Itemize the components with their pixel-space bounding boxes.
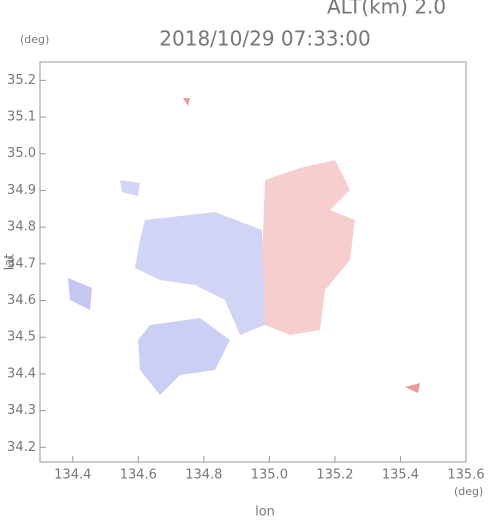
x-tick-label: 135.4: [382, 468, 419, 483]
y-tick-label: 34.5: [7, 330, 36, 345]
y-unit: (deg): [20, 33, 49, 46]
chart-title: 2018/10/29 07:33:00: [159, 27, 370, 51]
y-tick-label: 35.0: [7, 146, 36, 161]
y-axis-title: lat: [3, 254, 18, 271]
y-tick-label: 34.4: [7, 366, 36, 381]
altitude-label: ALT(km) 2.0: [327, 0, 446, 19]
x-unit: (deg): [454, 485, 483, 498]
y-tick-label: 34.6: [7, 293, 36, 308]
y-tick-label: 34.9: [7, 183, 36, 198]
x-tick-label: 135.2: [316, 468, 353, 483]
x-tick-label: 135.0: [251, 468, 288, 483]
plot-frame: [39, 61, 467, 463]
y-tick-label: 34.8: [7, 220, 36, 235]
x-tick-label: 134.6: [120, 468, 157, 483]
y-tick-label: 35.2: [7, 73, 36, 88]
x-tick-label: 134.4: [54, 468, 91, 483]
x-axis-title: lon: [255, 505, 275, 520]
echo-field: [68, 98, 420, 395]
x-tick-label: 135.6: [447, 468, 484, 483]
y-tick-label: 34.7: [7, 256, 36, 271]
y-tick-label: 34.2: [7, 440, 36, 455]
y-tick-label: 35.1: [7, 110, 36, 125]
x-tick-label: 134.8: [185, 468, 222, 483]
y-tick-label: 34.3: [7, 403, 36, 418]
